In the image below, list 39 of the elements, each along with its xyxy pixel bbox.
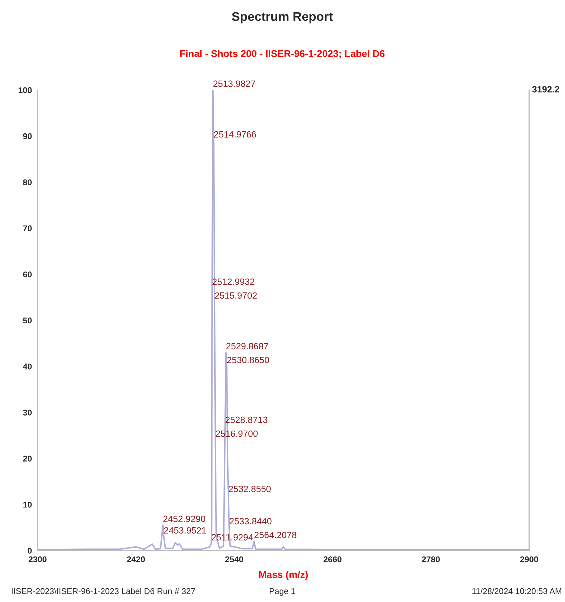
chart-title: Spectrum Report xyxy=(232,12,334,24)
annotation: 2530.8650 xyxy=(227,357,270,364)
x-tick-label: 2900 xyxy=(520,556,538,563)
chart-subtitle: Final - Shots 200 - IISER-96-1-2023; Label D6 xyxy=(180,50,385,59)
y-tick-label: 90 xyxy=(23,134,32,140)
y-tick-label: 40 xyxy=(23,364,32,370)
line-series xyxy=(38,90,530,551)
x-tick-label: 2780 xyxy=(422,556,440,563)
x-axis-title: Mass (m/z) xyxy=(259,571,308,580)
annotation: 2533.8440 xyxy=(230,518,272,525)
annotation: 2532.8550 xyxy=(229,486,271,492)
y-tick-label: 70 xyxy=(23,226,32,232)
y-tick-label: 50 xyxy=(23,318,32,324)
x-tick-label: 2660 xyxy=(324,556,342,563)
annotation: 2528.8713 xyxy=(226,416,268,424)
y-tick-label: 60 xyxy=(23,272,32,278)
x-tick-label: 2540 xyxy=(225,556,244,563)
y-tick-label: 20 xyxy=(23,456,32,462)
annotation: 2514.9766 xyxy=(214,131,256,138)
annotation: 2529.8687 xyxy=(226,343,268,350)
annotation: 2516.9700 xyxy=(216,430,258,438)
annotation: 2564.2078 xyxy=(254,532,297,538)
text: Page 1 xyxy=(270,588,296,596)
y-tick-label: 0 xyxy=(28,548,32,554)
y-tick-label: 10 xyxy=(24,502,32,508)
y-tick-label: 80 xyxy=(23,180,32,186)
y-tick-label: 30 xyxy=(23,410,32,416)
text: 3192.2 xyxy=(532,86,560,93)
y-tick-label: 100 xyxy=(18,88,32,94)
annotation: 2511.9294 xyxy=(212,534,254,541)
x-tick-label: 2420 xyxy=(127,556,146,563)
annotation: 2452.9290 xyxy=(164,516,206,522)
text: IISER-2023\IISER-96-1-2023 Label D6 Run # 327 xyxy=(12,588,196,594)
annotation: 2515.9702 xyxy=(215,292,258,299)
x-tick-label: 2300 xyxy=(28,556,47,563)
annotation: 2512.9932 xyxy=(212,278,255,286)
annotation: 2513.9827 xyxy=(214,80,256,88)
annotation: 2453.9521 xyxy=(164,527,206,534)
text: 11/28/2024 10:20:53 AM xyxy=(472,588,562,594)
